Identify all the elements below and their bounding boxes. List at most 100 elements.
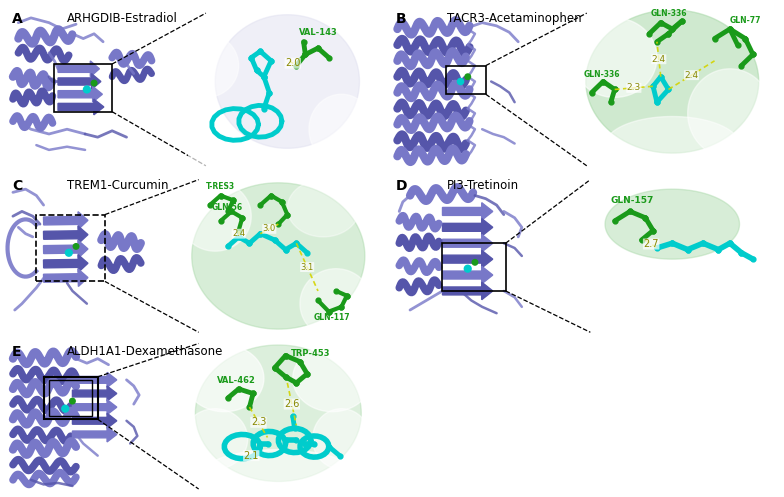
Point: [258, 104, 270, 112]
Point: [647, 227, 659, 235]
Point: [724, 239, 736, 247]
Text: B: B: [396, 12, 407, 26]
Text: 2.3: 2.3: [251, 417, 267, 427]
Text: 2.7: 2.7: [644, 239, 659, 249]
Polygon shape: [174, 61, 274, 182]
Point: [299, 439, 312, 447]
Point: [336, 303, 348, 311]
Point: [254, 439, 267, 447]
Point: [299, 51, 312, 59]
Point: [655, 19, 667, 27]
Point: [454, 78, 466, 85]
Point: [263, 88, 276, 96]
Point: [635, 236, 648, 244]
Point: [662, 85, 675, 93]
Point: [724, 25, 736, 33]
Point: [232, 233, 245, 241]
Point: [712, 246, 724, 253]
Point: [236, 214, 249, 222]
Point: [301, 370, 314, 378]
Point: [245, 54, 257, 62]
Point: [724, 25, 736, 33]
Text: 2.3: 2.3: [626, 83, 641, 92]
Bar: [54, 64, 112, 112]
Point: [681, 246, 694, 253]
Point: [312, 297, 325, 305]
FancyArrow shape: [442, 219, 493, 236]
Text: 2.4: 2.4: [684, 71, 699, 80]
FancyArrow shape: [442, 235, 493, 252]
FancyArrow shape: [72, 400, 117, 414]
Polygon shape: [313, 409, 370, 469]
Point: [272, 220, 285, 228]
Point: [608, 85, 621, 93]
Point: [586, 88, 598, 96]
Text: GLN-336: GLN-336: [650, 9, 687, 18]
Point: [222, 207, 234, 215]
Point: [250, 67, 263, 75]
Point: [268, 236, 281, 244]
Point: [243, 403, 256, 411]
FancyArrow shape: [58, 61, 100, 77]
Text: VAL-143: VAL-143: [299, 28, 337, 37]
Point: [254, 230, 267, 238]
Point: [647, 83, 659, 90]
Point: [608, 217, 621, 225]
Point: [651, 244, 663, 252]
Polygon shape: [174, 34, 238, 97]
FancyArrow shape: [72, 414, 117, 428]
Point: [308, 439, 321, 447]
Point: [236, 214, 249, 222]
Point: [265, 57, 278, 65]
Point: [279, 246, 292, 253]
Point: [647, 227, 659, 235]
Point: [724, 239, 736, 247]
FancyArrow shape: [44, 254, 88, 272]
FancyArrow shape: [442, 250, 493, 268]
Point: [254, 47, 267, 55]
Point: [662, 30, 675, 38]
FancyArrow shape: [442, 203, 493, 220]
FancyArrow shape: [442, 282, 493, 300]
Point: [290, 436, 303, 444]
Point: [469, 258, 481, 266]
Point: [258, 73, 270, 81]
Point: [312, 44, 325, 52]
Polygon shape: [309, 94, 374, 164]
Polygon shape: [605, 189, 739, 259]
FancyArrow shape: [44, 212, 88, 229]
Point: [746, 51, 759, 59]
Point: [250, 67, 263, 75]
Point: [232, 385, 245, 393]
Point: [655, 73, 667, 81]
Polygon shape: [195, 345, 361, 482]
Polygon shape: [192, 183, 365, 329]
Point: [330, 287, 343, 295]
Point: [340, 292, 353, 300]
Text: GLN-77: GLN-77: [730, 16, 761, 25]
Point: [263, 88, 276, 96]
Point: [214, 217, 227, 225]
Point: [232, 227, 245, 235]
Point: [294, 358, 307, 366]
Point: [301, 249, 314, 257]
Point: [243, 239, 256, 247]
Point: [462, 73, 474, 81]
Point: [647, 83, 659, 90]
Point: [290, 239, 303, 247]
Point: [336, 303, 348, 311]
FancyArrow shape: [58, 86, 103, 102]
Text: TREM1-Curcumin: TREM1-Curcumin: [67, 179, 168, 192]
Point: [214, 191, 227, 199]
Point: [639, 214, 652, 222]
FancyArrow shape: [72, 386, 117, 401]
Text: T-RES3: T-RES3: [206, 182, 235, 191]
Bar: [49, 380, 93, 416]
Point: [708, 35, 720, 43]
Polygon shape: [300, 269, 372, 338]
Point: [608, 85, 621, 93]
Point: [258, 73, 270, 81]
Point: [279, 373, 292, 381]
Text: 2.4: 2.4: [232, 229, 245, 238]
Polygon shape: [184, 345, 264, 412]
